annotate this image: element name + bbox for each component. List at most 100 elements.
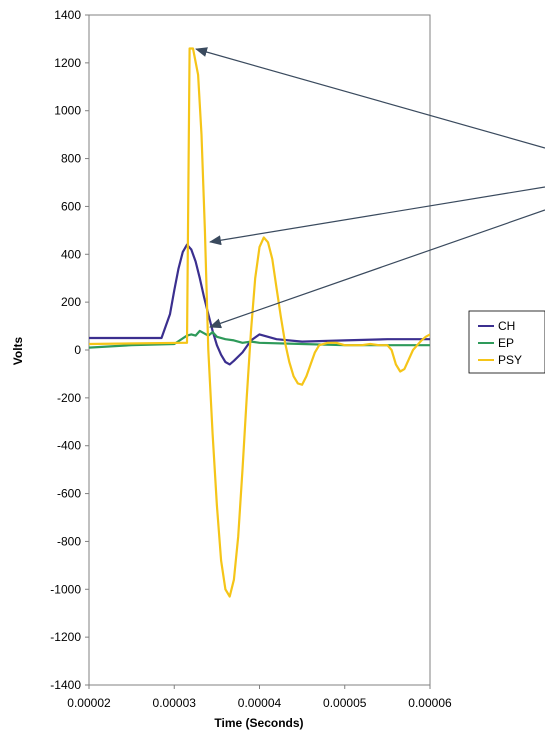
data-point-ch	[195, 260, 197, 263]
data-point-ep	[258, 342, 261, 344]
data-point-psy	[186, 342, 188, 344]
y-tick-label: 1000	[54, 104, 81, 118]
data-point-psy	[395, 363, 397, 365]
data-point-psy	[250, 330, 252, 332]
data-point-ep	[190, 333, 192, 335]
data-point-psy	[254, 277, 256, 279]
legend-label-psy: PSY	[498, 353, 522, 367]
data-point-ch	[429, 338, 430, 340]
data-point-ch	[203, 296, 205, 298]
data-point-ch	[173, 289, 175, 291]
legend: CH EP PSY	[468, 310, 545, 374]
data-point-ep	[203, 332, 205, 334]
data-point-psy	[229, 595, 231, 598]
data-point-psy	[197, 74, 199, 76]
data-point-psy	[314, 351, 316, 353]
data-point-ep	[429, 344, 430, 346]
data-point-psy	[301, 384, 303, 386]
data-point-psy	[318, 344, 320, 346]
y-axis: 1400 1200 1000 800 600 400 200 0 -200 -400 -600 -80…	[50, 8, 89, 692]
x-axis-title: Time (Seconds)	[214, 716, 303, 730]
data-point-psy	[412, 349, 414, 351]
data-point-psy	[258, 246, 261, 248]
data-point-psy	[378, 344, 380, 346]
annotation-arrows	[195, 47, 545, 329]
data-point-ep	[224, 338, 226, 340]
data-point-ch	[258, 333, 261, 335]
y-tick-label: -800	[57, 534, 81, 548]
data-point-psy	[189, 47, 191, 50]
data-point-psy	[416, 344, 418, 346]
data-point-psy	[233, 579, 235, 581]
data-point-ch	[233, 360, 235, 362]
data-point-psy	[327, 342, 329, 344]
x-tick-label: 0.00003	[153, 696, 197, 710]
data-point-ep	[89, 347, 90, 349]
data-point-psy	[207, 349, 209, 351]
data-point-ch	[216, 344, 218, 346]
x-tick-label: 0.00004	[238, 696, 282, 710]
data-point-psy	[275, 287, 278, 289]
data-point-ch	[182, 251, 184, 253]
data-point-psy	[89, 343, 90, 345]
data-point-psy	[429, 333, 430, 335]
y-tick-label: -1000	[50, 582, 81, 596]
data-point-psy	[352, 344, 354, 346]
data-point-ch	[241, 351, 244, 353]
data-point-ch	[224, 361, 226, 363]
data-point-ep	[131, 344, 133, 346]
y-tick-label: 0	[74, 343, 81, 357]
data-point-psy	[288, 361, 290, 363]
data-point-psy	[280, 315, 282, 318]
annotation-arrow-psy	[195, 47, 545, 149]
data-point-psy	[284, 342, 286, 344]
data-point-psy	[305, 375, 307, 377]
y-tick-label: -1400	[50, 678, 81, 692]
legend-label-ch: CH	[498, 319, 515, 333]
data-point-psy	[267, 241, 269, 243]
data-point-psy	[271, 258, 273, 260]
data-point-psy	[361, 344, 363, 346]
data-point-ch	[169, 313, 171, 315]
data-point-psy	[335, 342, 337, 344]
y-tick-label: 1400	[54, 8, 81, 22]
data-point-ep	[216, 336, 218, 338]
y-tick-label: -400	[57, 439, 81, 453]
y-tick-label: 1200	[54, 56, 81, 70]
data-point-psy	[310, 363, 312, 365]
y-tick-label: 800	[61, 152, 81, 166]
data-point-ch	[177, 268, 180, 270]
data-point-psy	[241, 469, 244, 471]
y-tick-label: 200	[61, 295, 81, 309]
series-group	[89, 47, 430, 598]
y-tick-label: -1200	[50, 630, 81, 644]
x-tick-label: 0.00002	[67, 696, 111, 710]
data-point-psy	[200, 134, 203, 136]
data-point-psy	[297, 382, 299, 385]
data-point-psy	[220, 560, 222, 562]
data-point-psy	[420, 339, 423, 341]
data-point-psy	[204, 229, 206, 231]
data-point-ep	[199, 330, 201, 332]
data-point-ch	[267, 336, 269, 338]
data-point-ch	[275, 338, 278, 340]
data-point-ch	[229, 363, 231, 365]
x-tick-label: 0.00006	[408, 696, 452, 710]
data-point-ch	[386, 338, 388, 340]
annotation-arrow-ep	[209, 209, 545, 329]
data-point-ch	[190, 248, 192, 251]
data-point-psy	[192, 47, 194, 50]
data-point-psy	[369, 343, 371, 345]
data-point-ep	[195, 335, 197, 337]
y-axis-title: Volts	[11, 336, 25, 365]
y-tick-label: 600	[61, 199, 81, 213]
y-tick-label: 400	[61, 247, 81, 261]
data-point-ch	[220, 354, 222, 356]
x-tick-label: 0.00005	[323, 696, 367, 710]
data-point-ch	[301, 341, 303, 343]
y-tick-label: -200	[57, 391, 81, 405]
data-point-ep	[212, 331, 214, 333]
data-point-ep	[241, 342, 244, 344]
data-point-psy	[344, 344, 346, 346]
